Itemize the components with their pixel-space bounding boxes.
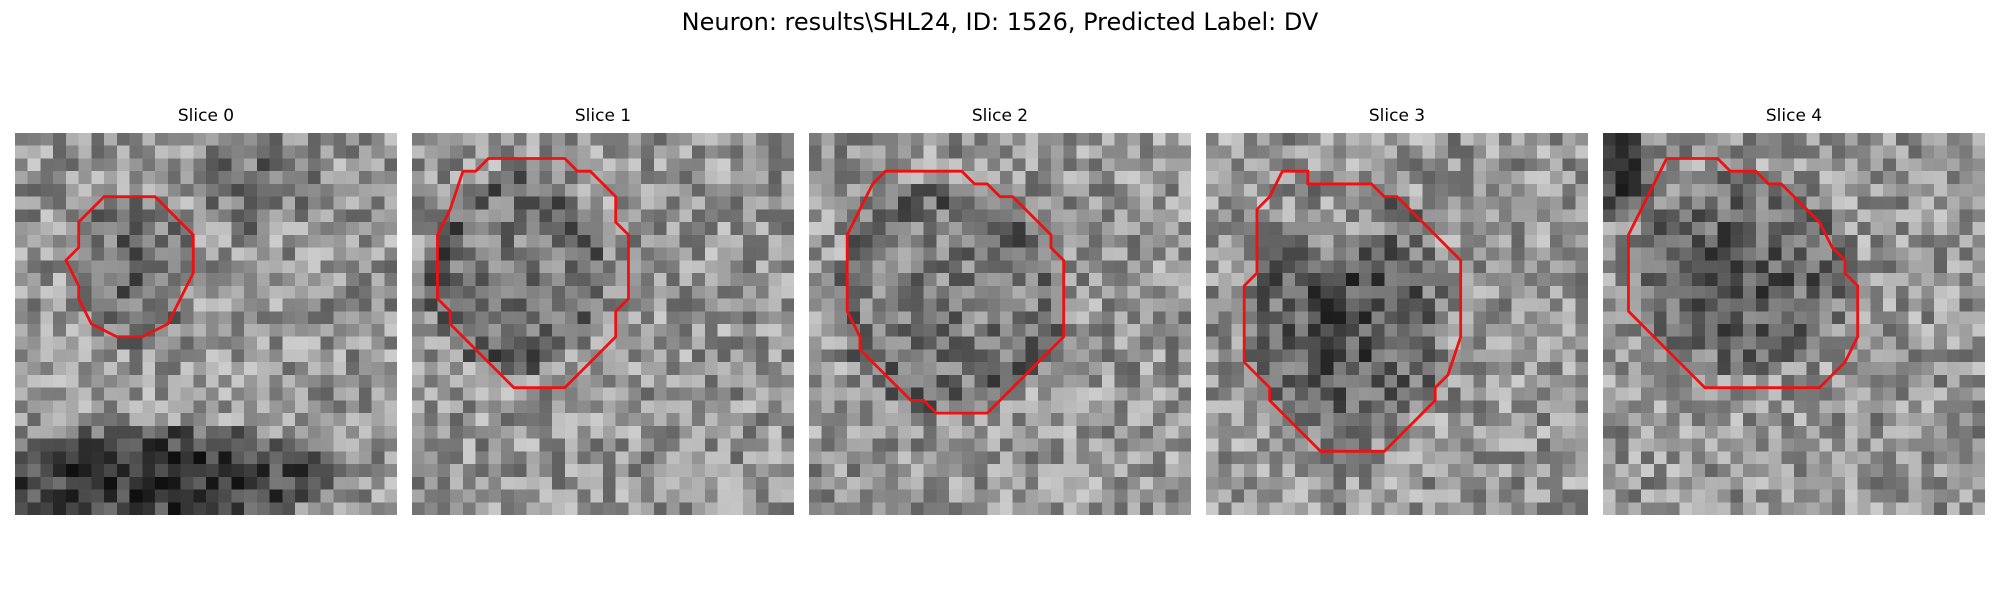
mask-contour [1627,157,1860,390]
slice-title: Slice 3 [1368,106,1426,126]
slice-image [412,133,794,515]
mask-contour [1242,169,1463,453]
mask-contour [436,157,630,390]
slice-title: Slice 0 [177,106,235,126]
slice-panel-4: Slice 4 [1603,105,1985,515]
slice-image [15,133,397,515]
slice-panel-1: Slice 1 [412,105,794,515]
slice-title: Slice 4 [1765,106,1823,126]
slice-panel-0: Slice 0 [15,105,397,515]
slice-image [1206,133,1588,515]
slice-panel-2: Slice 2 [809,105,1191,515]
slice-image [809,133,1191,515]
figure-title: Neuron: results\SHL24, ID: 1526, Predict… [681,8,1319,36]
slice-title: Slice 2 [971,106,1029,126]
slice-panel-3: Slice 3 [1206,105,1588,515]
slice-title: Slice 1 [574,106,632,126]
mask-contour [64,195,195,339]
mask-contour [845,169,1066,415]
slice-image [1603,133,1985,515]
